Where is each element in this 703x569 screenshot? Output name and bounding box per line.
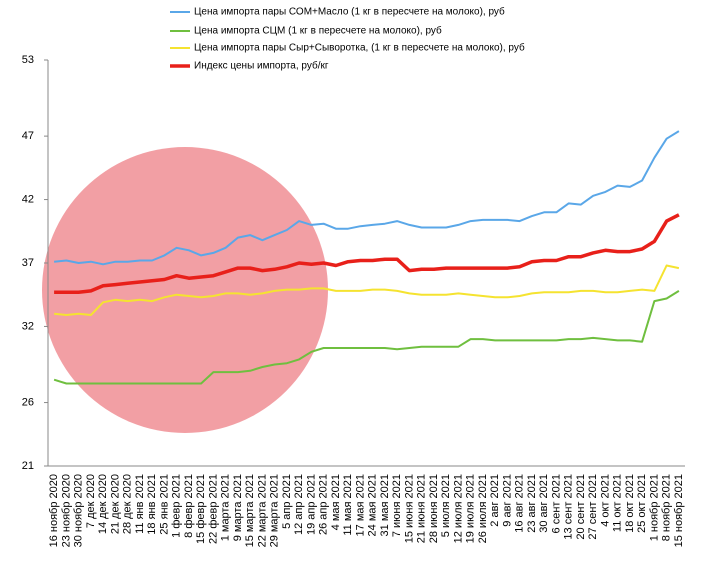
- y-tick-label: 21: [22, 460, 34, 472]
- x-tick-label: 30 авг 2021: [538, 474, 550, 533]
- x-tick-label: 14 дек 2020: [97, 474, 109, 534]
- x-tick-label: 4 окт 2021: [599, 474, 611, 527]
- x-tick-label: 26 июля 2021: [477, 474, 489, 543]
- x-tick-label: 16 ноябр 2020: [48, 474, 60, 547]
- series-line: [54, 264, 680, 316]
- x-tick-label: 23 авг 2021: [526, 474, 538, 533]
- x-tick-label: 1 ноябр 2021: [648, 474, 660, 541]
- y-tick-label: 42: [22, 193, 34, 205]
- x-tick-label: 21 дек 2020: [109, 474, 121, 534]
- y-tick-label: 47: [22, 130, 34, 142]
- x-tick-label: 16 авг 2021: [514, 474, 526, 533]
- x-tick-label: 7 июня 2021: [391, 474, 403, 537]
- series-line: [54, 213, 680, 294]
- legend-label: Цена импорта СЦМ (1 кг в пересчете на мо…: [194, 25, 442, 37]
- x-tick-label: 12 апр 2021: [293, 474, 305, 535]
- y-tick-label: 32: [22, 320, 34, 332]
- y-tick-label: 26: [22, 396, 34, 408]
- x-tick-label: 17 мая 2021: [354, 474, 366, 536]
- y-tick-label: 53: [22, 54, 34, 66]
- x-tick-label: 6 сент 2021: [550, 474, 562, 533]
- x-tick-label: 11 янв 2021: [134, 474, 146, 534]
- x-tick-label: 25 янв 2021: [158, 474, 170, 535]
- x-tick-label: 2 авг 2021: [489, 474, 501, 527]
- x-tick-label: 22 февр 2021: [207, 474, 219, 544]
- legend-label: Цена импорта пары СОМ+Масло (1 кг в пере…: [194, 6, 505, 18]
- x-tick-label: 15 ноябр 2021: [673, 474, 685, 547]
- series-line: [54, 130, 680, 266]
- x-tick-label: 1 февр 2021: [171, 474, 183, 538]
- x-tick-label: 9 авг 2021: [501, 474, 513, 527]
- x-tick-label: 24 мая 2021: [367, 474, 379, 536]
- x-tick-label: 8 февр 2021: [183, 474, 195, 538]
- x-tick-label: 20 сент 2021: [575, 474, 587, 540]
- x-tick-label: 28 дек 2020: [122, 474, 134, 534]
- x-tick-label: 26 апр 2021: [318, 474, 330, 535]
- x-tick-label: 25 окт 2021: [636, 474, 648, 533]
- x-tick-label: 18 окт 2021: [624, 474, 636, 533]
- legend-label: Индекс цены импорта, руб/кг: [194, 60, 329, 72]
- series-line: [53, 290, 680, 385]
- x-tick-label: 5 апр 2021: [281, 474, 293, 529]
- legend-label: Цена импорта пары Сыр+Сыворотка, (1 кг в…: [194, 42, 525, 54]
- x-tick-label: 9 марта 2021: [232, 474, 244, 541]
- x-tick-label: 21 июня 2021: [416, 474, 428, 543]
- watermark-circle: [42, 147, 328, 433]
- x-tick-label: 22 марта 2021: [256, 474, 268, 547]
- x-tick-label: 29 марта 2021: [269, 474, 281, 547]
- x-tick-label: 27 сент 2021: [587, 474, 599, 540]
- x-tick-label: 4 мая 2021: [330, 474, 342, 530]
- x-tick-label: 11 мая 2021: [342, 474, 354, 536]
- x-tick-label: 18 янв 2021: [146, 474, 158, 535]
- x-tick-label: 1 марта 2021: [220, 474, 232, 541]
- x-tick-label: 19 апр 2021: [305, 474, 317, 535]
- x-tick-label: 11 окт 2021: [612, 474, 624, 532]
- y-tick-label: 37: [22, 257, 34, 269]
- watermark: [42, 147, 328, 433]
- x-tick-label: 7 дек 2020: [85, 474, 97, 528]
- x-tick-label: 15 марта 2021: [244, 474, 256, 547]
- x-tick-label: 19 июля 2021: [465, 474, 477, 543]
- x-tick-label: 28 июня 2021: [428, 474, 440, 543]
- x-tick-label: 31 мая 2021: [379, 474, 391, 536]
- x-tick-label: 15 июня 2021: [403, 474, 415, 543]
- x-tick-label: 23 ноябр 2020: [60, 474, 72, 547]
- x-tick-label: 30 ноябр 2020: [73, 474, 85, 547]
- x-tick-label: 13 сент 2021: [563, 474, 575, 540]
- x-tick-label: 12 июля 2021: [452, 474, 464, 543]
- x-tick-label: 5 июля 2021: [440, 474, 452, 537]
- x-tick-label: 15 февр 2021: [195, 474, 207, 544]
- x-tick-label: 8 ноябр 2021: [661, 474, 673, 541]
